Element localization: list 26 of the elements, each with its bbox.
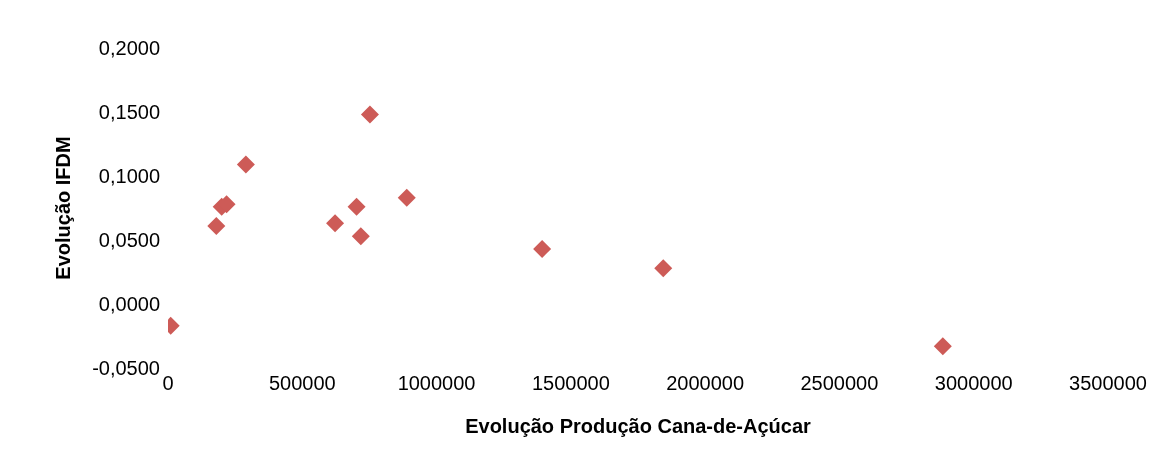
point — [397, 188, 416, 207]
x-tick-label: 2500000 — [800, 372, 879, 395]
x-tick-label: 3000000 — [934, 372, 1013, 395]
x-tick-label: 1000000 — [397, 372, 476, 395]
point — [236, 155, 255, 174]
y-tick-label: 0,0000 — [98, 293, 160, 316]
y-tick-label: -0,0500 — [92, 357, 160, 380]
y-tick-label: 0,1000 — [98, 165, 160, 188]
x-tick-label: 500000 — [268, 372, 336, 395]
point — [654, 259, 673, 278]
x-tick-label: 0 — [162, 372, 174, 395]
point — [533, 239, 552, 258]
x-tick-label: 3500000 — [1069, 372, 1147, 395]
x-axis-title: Evolução Produção Cana-de-Açúcar — [465, 415, 812, 437]
y-axis-title: Evolução IFDM — [52, 136, 75, 280]
point — [207, 216, 226, 235]
y-tick-label: 0,2000 — [98, 37, 160, 60]
x-tick-label: 1500000 — [531, 372, 610, 395]
x-tick-label: 2000000 — [666, 372, 745, 395]
point — [347, 197, 366, 216]
y-tick-label: 0,0500 — [98, 229, 160, 252]
point — [326, 214, 345, 233]
point — [351, 227, 370, 246]
y-tick-label: 0,1500 — [98, 101, 160, 124]
point — [933, 337, 952, 356]
point — [360, 105, 379, 124]
